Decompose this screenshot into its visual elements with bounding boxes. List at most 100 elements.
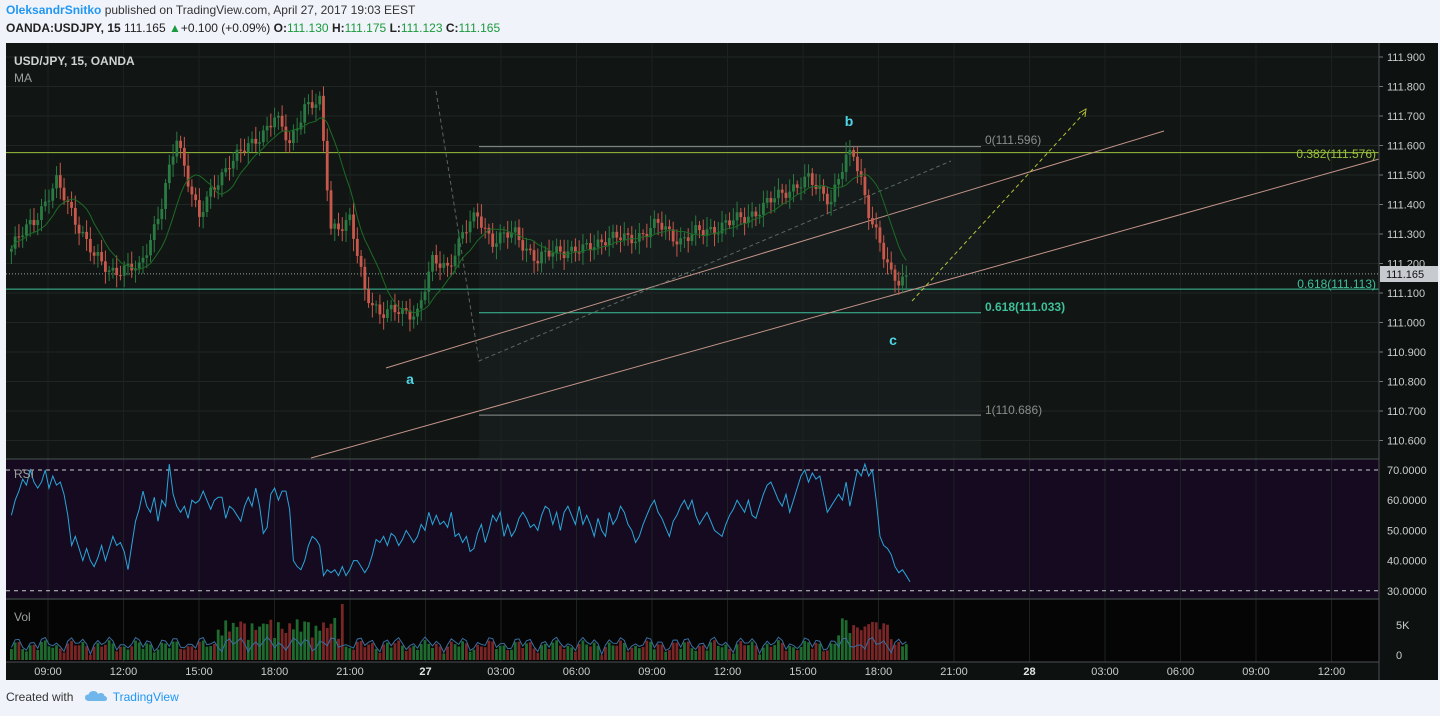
candle-body <box>284 126 288 141</box>
time-tick-label: 09:00 <box>34 666 62 678</box>
volume-bar <box>322 622 325 660</box>
fib-1-label: 1(110.686) <box>985 403 1042 417</box>
volume-bar <box>141 648 145 660</box>
volume-bar <box>513 642 517 660</box>
candle-body <box>863 176 867 196</box>
time-axis[interactable] <box>6 662 1379 680</box>
candle-body <box>543 250 547 252</box>
volume-bar <box>495 649 498 660</box>
candle-body <box>167 164 171 184</box>
candle-body <box>25 224 28 236</box>
volume-bar <box>36 649 40 660</box>
candle-body <box>502 232 506 234</box>
volume-bar <box>137 642 141 660</box>
candle-body <box>205 196 209 213</box>
volume-bar <box>386 642 389 660</box>
candle-body <box>551 252 555 257</box>
candle-body <box>51 188 55 201</box>
candle-body <box>389 304 393 310</box>
volume-bar <box>21 649 25 660</box>
candle-body <box>446 262 449 266</box>
candle-body <box>705 229 709 236</box>
candle-body <box>401 308 404 314</box>
candle-body <box>92 252 96 256</box>
candle-body <box>449 265 453 267</box>
symbol-name: OANDA:USDJPY, 15 <box>6 21 121 35</box>
candle-body <box>904 275 908 277</box>
candle-body <box>649 227 652 238</box>
candle-body <box>694 225 698 234</box>
price-tick-label: 111.400 <box>1387 200 1425 212</box>
volume-bar <box>47 646 51 660</box>
open-value: 111.130 <box>286 21 329 35</box>
fib-0-label: 0(111.596) <box>985 133 1041 147</box>
volume-bar <box>664 651 668 660</box>
vol-tick-label: 5K <box>1396 620 1410 632</box>
rsi-pane[interactable] <box>6 460 1379 598</box>
candle-body <box>626 233 630 235</box>
candle-body <box>419 300 423 309</box>
candle-body <box>758 214 762 217</box>
volume-bar <box>393 643 397 660</box>
volume-bar <box>66 643 70 660</box>
volume-bar <box>581 640 585 660</box>
candle-body <box>40 206 43 221</box>
candle-body <box>739 212 743 218</box>
volume-bar <box>442 653 446 660</box>
volume-bar <box>145 643 149 660</box>
price-axis[interactable] <box>1379 43 1438 680</box>
time-tick-label: 06:00 <box>1167 666 1195 678</box>
candle-body <box>107 270 111 272</box>
volume-bar <box>705 650 709 660</box>
candle-body <box>239 149 243 151</box>
volume-bar <box>209 646 213 660</box>
price-tick-label: 111.300 <box>1387 229 1425 241</box>
volume-bar <box>374 648 378 660</box>
candle-body <box>615 231 619 238</box>
candle-body <box>412 316 416 320</box>
candle-body <box>769 198 773 203</box>
volume-bar <box>340 604 344 660</box>
candle-body <box>149 240 152 256</box>
chart-title: USD/JPY, 15, OANDA <box>14 54 135 68</box>
volume-bar <box>510 649 513 660</box>
candle-body <box>250 138 254 144</box>
volume-bar <box>521 647 525 660</box>
volume-bar <box>408 647 412 660</box>
volume-bar <box>457 646 461 660</box>
candle-body <box>701 230 705 236</box>
axes-labels: 111.900 111.800 111.700 111.600 111.500 111.4… <box>34 52 1427 678</box>
price-change: +0.100 (+0.09%) <box>180 21 271 35</box>
volume-bar <box>649 641 652 660</box>
candle-body <box>668 226 671 230</box>
volume-bar <box>856 627 859 660</box>
rsi-tick-label: 50.0000 <box>1387 525 1427 537</box>
candle-body <box>528 248 532 251</box>
rsi-label: RSI <box>14 467 34 481</box>
candle-body <box>754 211 758 217</box>
candle-body <box>453 255 457 267</box>
candle-body <box>510 232 513 238</box>
volume-bar <box>397 640 401 660</box>
candle-body <box>442 262 446 268</box>
price-tick-label: 110.700 <box>1387 406 1426 418</box>
volume-bar <box>40 641 43 660</box>
candle-body <box>686 237 690 241</box>
tradingview-link[interactable]: TradingView <box>112 690 179 704</box>
candle-body <box>878 227 882 243</box>
volume-bar <box>472 649 476 660</box>
volume-bar <box>201 640 205 660</box>
volume-bar <box>85 646 88 660</box>
candle-body <box>874 224 878 228</box>
volume-bar <box>780 642 784 660</box>
chart-svg[interactable]: 111.900 111.800 111.700 111.600 111.500 111.4… <box>6 43 1438 680</box>
price-tick-label: 111.900 <box>1387 52 1425 64</box>
candle-body <box>867 195 871 219</box>
candle-body <box>777 189 780 199</box>
author-link[interactable]: OleksandrSnitko <box>6 3 102 17</box>
volume-bar <box>104 644 107 660</box>
volume-bar <box>754 645 758 660</box>
volume-bar <box>13 642 17 660</box>
volume-bar <box>423 640 427 660</box>
volume-bar <box>525 643 528 660</box>
